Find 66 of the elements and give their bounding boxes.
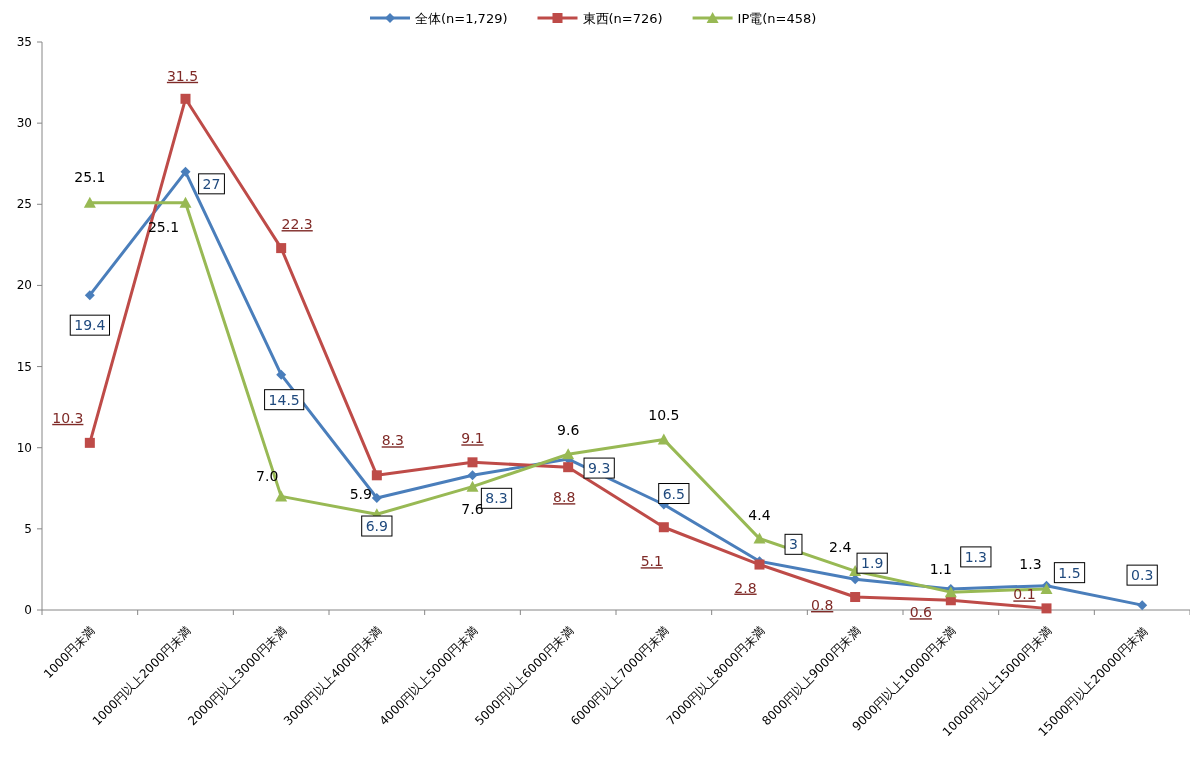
point [944, 586, 957, 598]
data-label: 1.1 [929, 561, 952, 578]
data-label: 8.3 [381, 432, 404, 449]
data-label: 3 [789, 536, 798, 553]
point [562, 448, 575, 460]
data-label: 9.6 [557, 422, 580, 439]
data-label: 1.9 [861, 555, 884, 572]
point [371, 493, 382, 504]
data-label: 8.8 [553, 489, 576, 506]
y-tick-label: 5 [24, 521, 32, 536]
point [563, 462, 574, 473]
data-label: 0.3 [1131, 567, 1154, 584]
point [180, 166, 191, 177]
point [180, 93, 191, 104]
point [276, 369, 287, 380]
data-label: 10.3 [52, 409, 84, 426]
point [276, 243, 287, 254]
point [179, 196, 192, 208]
data-label: 27 [202, 175, 221, 192]
point [657, 433, 670, 445]
data-label: 1.3 [1019, 555, 1042, 572]
data-label: 31.5 [166, 67, 199, 84]
data-label: 6.5 [662, 485, 685, 502]
point [467, 457, 478, 468]
y-tick-label: 10 [16, 440, 32, 455]
y-tick-label: 25 [16, 197, 32, 212]
y-tick-label: 0 [24, 603, 32, 617]
data-label: 0.6 [909, 604, 933, 621]
data-label: 9.1 [461, 430, 484, 447]
point [1041, 603, 1052, 614]
data-label: 10.5 [648, 406, 680, 423]
data-label: 19.4 [74, 317, 106, 334]
data-label: 25.1 [74, 168, 106, 185]
data-label: 1.5 [1058, 564, 1081, 581]
data-label: 14.5 [268, 391, 300, 408]
data-label: 1.3 [964, 548, 987, 565]
y-tick-label: 35 [16, 35, 32, 49]
point [275, 490, 288, 502]
data-label: 5.9 [349, 486, 372, 503]
point [83, 196, 96, 208]
point [753, 532, 766, 544]
legend-label: 東西(n=726) [582, 11, 663, 26]
data-label: 0.8 [811, 597, 834, 614]
point [850, 592, 861, 603]
point [371, 470, 382, 481]
data-label: 0.1 [1013, 586, 1036, 603]
point [84, 437, 95, 448]
legend-label: IP電(n=458) [737, 11, 817, 26]
data-label: 9.3 [588, 460, 611, 477]
data-label: 5.1 [640, 553, 663, 570]
data-label: 22.3 [281, 216, 313, 233]
data-label: 2.4 [829, 539, 852, 556]
y-tick-label: 20 [16, 278, 32, 293]
data-label: 2.8 [734, 579, 757, 596]
point [466, 480, 479, 492]
legend-label: 全体(n=1,729) [415, 11, 508, 26]
data-label: 6.9 [365, 518, 388, 535]
y-tick-label: 30 [16, 116, 32, 131]
data-label: 7.6 [461, 500, 484, 517]
data-label: 4.4 [748, 506, 771, 523]
data-label: 8.3 [485, 490, 508, 507]
point [1137, 600, 1148, 611]
point [84, 290, 95, 301]
point [658, 522, 669, 533]
y-tick-label: 15 [16, 359, 32, 374]
point [467, 470, 478, 481]
